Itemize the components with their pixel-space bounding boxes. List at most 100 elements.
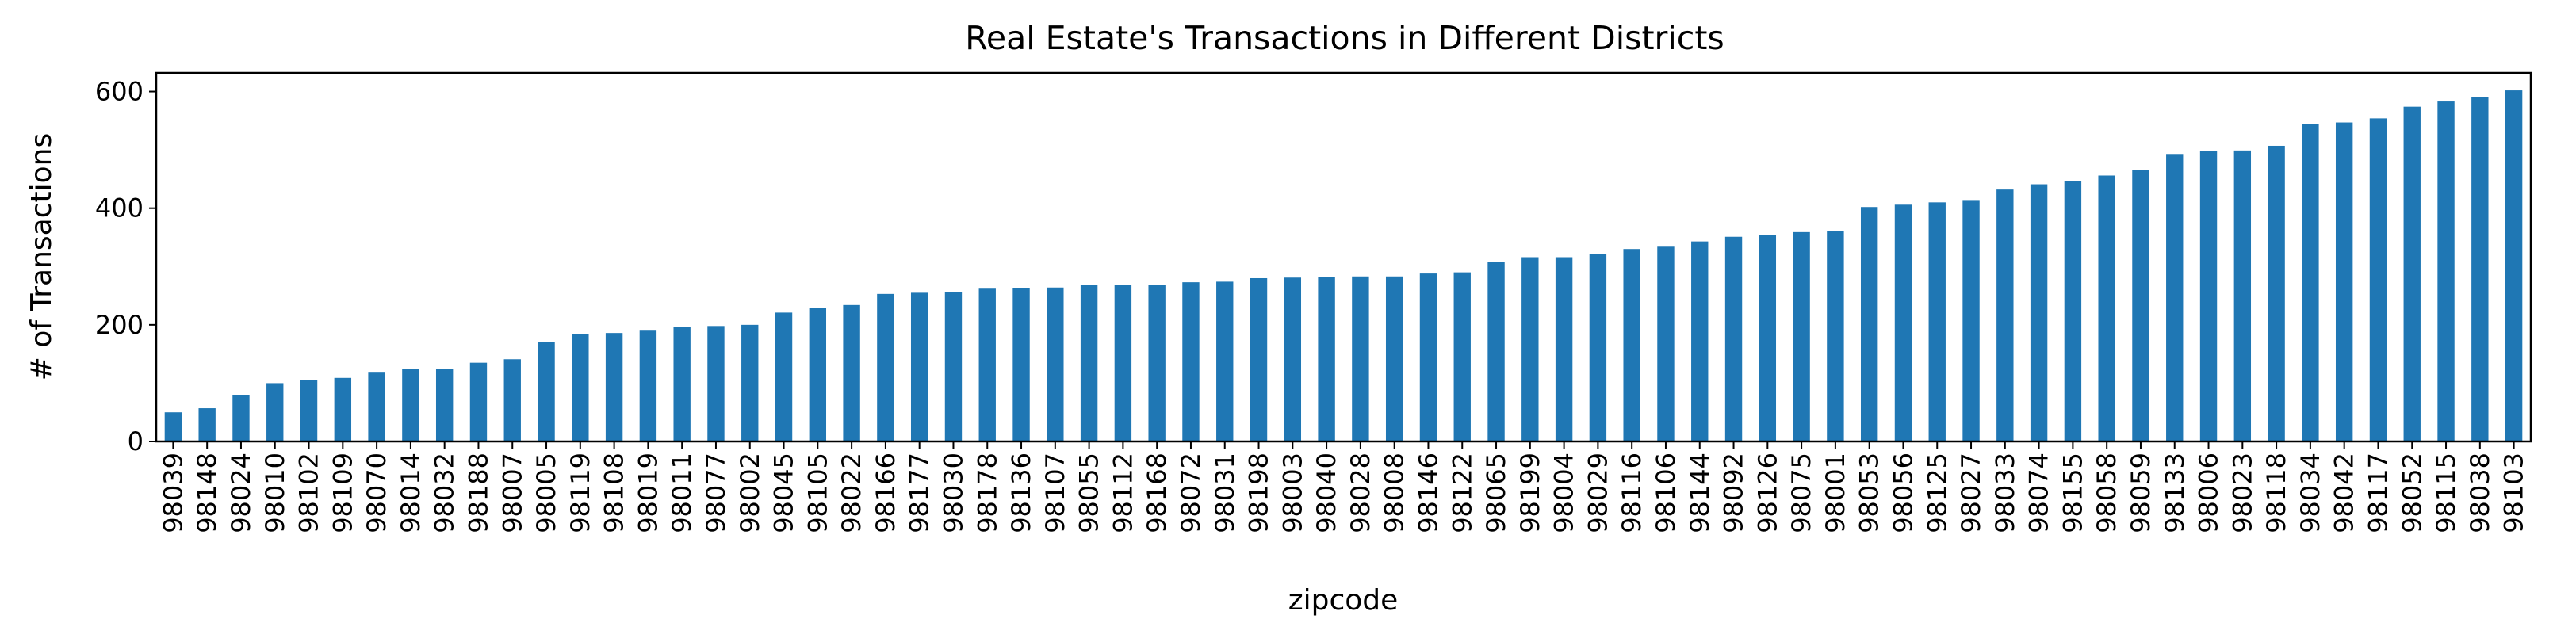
x-tick-label: 98199 [1515,453,1545,533]
y-tick-label: 600 [95,77,144,107]
bar-98116 [1623,249,1640,441]
x-tick-label: 98029 [1583,453,1613,533]
x-tick-label: 98112 [1108,453,1138,533]
bar-98004 [1555,257,1573,441]
x-tick-label: 98072 [1176,453,1206,533]
bar-98103 [2505,90,2523,441]
x-tick-label: 98105 [802,453,833,533]
x-tick-label: 98070 [362,453,392,533]
x-tick-label: 98052 [2397,453,2427,533]
bar-98108 [605,333,623,441]
bar-98177 [910,292,928,441]
y-tick-label: 0 [128,426,144,457]
bar-98027 [1962,200,1980,441]
x-tick-label: 98102 [294,453,324,533]
x-tick-label: 98005 [531,453,561,533]
x-tick-label: 98039 [158,453,188,533]
x-tick-label: 98168 [1142,453,1172,533]
x-tick-label: 98033 [1990,453,2020,533]
bar-98056 [1894,204,1912,441]
bar-98001 [1827,231,1844,441]
x-tick-label: 98031 [1210,453,1240,533]
x-tick-label: 98042 [2329,453,2360,533]
x-tick-label: 98198 [1244,453,1274,533]
x-tick-label: 98092 [1719,453,1749,533]
x-tick-label: 98107 [1040,453,1070,533]
x-tick-label: 98075 [1786,453,1816,533]
bar-98198 [1250,277,1268,441]
bar-98074 [2030,184,2048,441]
chart-title: Real Estate's Transactions in Different … [965,19,1724,57]
bar-98102 [300,380,318,441]
bar-98065 [1487,262,1505,441]
x-tick-label: 98014 [396,453,426,533]
y-axis-label: # of Transactions [25,133,58,380]
bar-98031 [1216,281,1234,441]
x-tick-label: 98030 [938,453,968,533]
x-tick-label: 98023 [2227,453,2257,533]
bar-98109 [334,377,352,441]
x-tick-label: 98144 [1685,453,1715,533]
x-tick-label: 98010 [260,453,290,533]
bar-98106 [1657,246,1675,441]
x-axis-label: zipcode [1288,584,1399,617]
x-tick-label: 98178 [972,453,1002,533]
x-axis: 98039 98148 98024 98010 98102 98109 98070 98014… [158,441,2529,533]
bar-98011 [673,327,691,441]
bar-98053 [1860,207,1878,441]
bar-98045 [775,312,793,441]
bar-98052 [2403,106,2421,442]
bar-98122 [1453,272,1471,441]
bar-98023 [2233,150,2252,442]
x-tick-label: 98003 [1277,453,1307,533]
x-tick-label: 98103 [2499,453,2529,533]
x-tick-label: 98019 [633,453,663,533]
bar-98148 [198,408,216,441]
bar-98117 [2369,118,2387,441]
bar-98144 [1691,241,1709,441]
bar-98155 [2064,181,2082,441]
x-tick-label: 98108 [599,453,630,533]
bar-98119 [572,334,589,441]
bar-98059 [2132,170,2149,441]
x-tick-label: 98177 [905,453,935,533]
bar-98034 [2302,124,2319,441]
x-tick-label: 98109 [327,453,358,533]
x-tick-label: 98122 [1447,453,1477,533]
x-tick-label: 98059 [2126,453,2156,533]
bar-98039 [164,412,182,441]
x-tick-label: 98055 [1074,453,1104,533]
bar-98028 [1352,276,1369,441]
x-tick-label: 98155 [2057,453,2088,533]
bar-98038 [2471,97,2489,442]
x-tick-label: 98188 [463,453,493,533]
x-tick-label: 98004 [1549,453,1579,533]
x-tick-label: 98166 [871,453,901,533]
x-tick-label: 98133 [2160,453,2190,533]
x-tick-label: 98006 [2194,453,2224,533]
bar-98199 [1521,257,1539,441]
bar-98032 [435,369,454,441]
x-tick-label: 98056 [1888,453,1918,533]
x-tick-label: 98024 [226,453,256,533]
x-tick-label: 98001 [1820,453,1851,533]
x-tick-label: 98065 [1481,453,1511,533]
bar-98077 [707,326,725,441]
bar-98146 [1419,273,1437,441]
bar-98040 [1318,277,1335,441]
bar-98029 [1589,254,1607,441]
x-tick-label: 98008 [1380,453,1410,533]
y-axis: 0 200 400 600 [95,77,156,457]
bar-98136 [1012,288,1030,441]
x-tick-label: 98074 [2024,453,2054,533]
bar-98125 [1928,202,1946,441]
bar-98112 [1114,285,1132,441]
bar-98002 [741,324,759,441]
bar-98072 [1182,282,1200,441]
x-tick-label: 98027 [1956,453,1986,533]
x-tick-label: 98126 [1752,453,1782,533]
x-tick-label: 98053 [1854,453,1885,533]
x-tick-label: 98117 [2363,453,2393,533]
y-tick-label: 200 [95,310,144,340]
